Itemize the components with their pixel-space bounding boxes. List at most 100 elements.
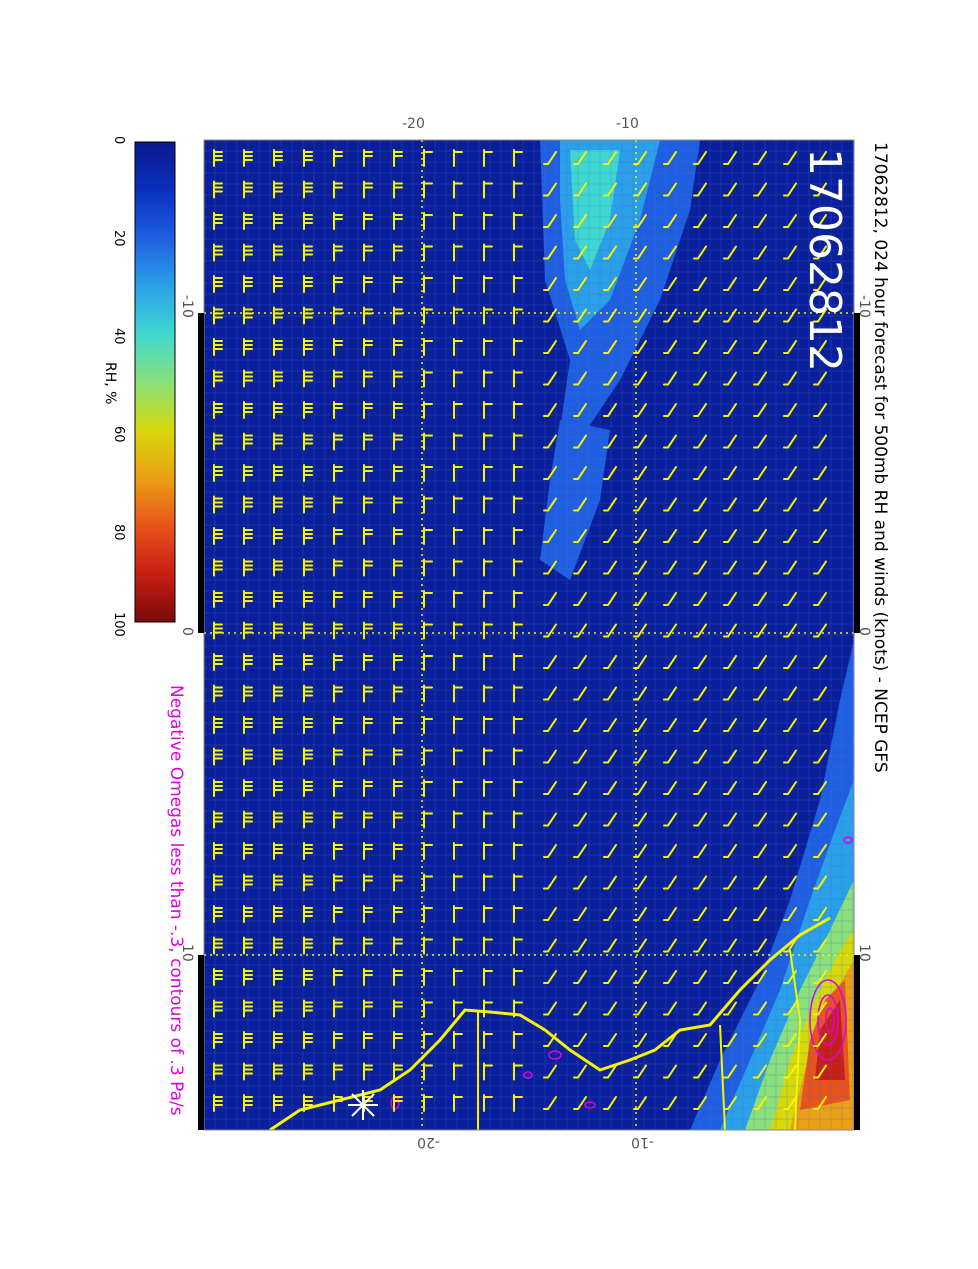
wind-barb — [303, 1094, 313, 1112]
wind-barb — [423, 432, 433, 451]
wind-barb — [393, 527, 403, 545]
wind-barb — [393, 212, 403, 230]
wind-barb — [213, 747, 223, 766]
wind-barb — [723, 686, 737, 701]
wind-barb — [513, 999, 523, 1018]
wind-barb — [213, 684, 223, 703]
wind-barb — [543, 371, 557, 386]
wind-barb — [633, 1064, 647, 1079]
wind-barb — [783, 781, 797, 795]
wind-barb — [693, 781, 707, 795]
wind-barb — [573, 529, 587, 543]
wind-barb — [393, 716, 403, 734]
wind-barb — [513, 369, 523, 388]
wind-barb — [633, 340, 647, 354]
wind-barb — [633, 686, 647, 701]
wind-barb — [513, 558, 523, 577]
wind-barb — [213, 401, 223, 419]
wind-barb — [753, 655, 767, 669]
wind-barb — [273, 275, 283, 293]
colorbar-tick-0: 0 — [111, 136, 126, 145]
wind-barb — [483, 275, 493, 293]
wind-barb — [483, 873, 493, 892]
wind-barb — [303, 842, 313, 860]
colorbar-tick-60: 60 — [111, 426, 126, 443]
wind-barb — [393, 149, 403, 167]
wind-barb — [663, 623, 677, 638]
wind-barb — [453, 936, 463, 955]
wind-barb — [513, 810, 523, 829]
wind-barb — [753, 529, 767, 543]
omega-contour-3 — [825, 1007, 835, 1033]
wind-barb — [663, 403, 677, 417]
wind-barb — [303, 873, 313, 892]
station-marker-icon — [348, 1090, 378, 1120]
wind-barb — [363, 873, 373, 892]
wind-barb — [783, 1064, 797, 1079]
wind-barb — [423, 1062, 433, 1081]
wind-barb — [723, 844, 737, 858]
map-frame — [203, 139, 855, 1131]
wind-barb — [333, 432, 343, 451]
wind-barb — [513, 149, 523, 167]
wind-barb — [573, 340, 587, 354]
wind-barb — [813, 151, 827, 165]
wind-barb — [363, 684, 373, 703]
wind-barb — [663, 308, 677, 323]
wind-barb — [783, 308, 797, 323]
wind-barb — [813, 182, 827, 197]
wind-barb — [333, 275, 343, 293]
wind-barb — [753, 214, 767, 228]
wind-barb — [333, 747, 343, 766]
wind-barb — [603, 970, 617, 984]
wind-barb — [813, 623, 827, 638]
wind-barb — [603, 844, 617, 858]
wind-barb — [753, 718, 767, 732]
wind-barb — [573, 245, 587, 260]
wind-barb — [813, 718, 827, 732]
omega-contours — [390, 836, 853, 1110]
wind-barb — [543, 844, 557, 858]
wind-barb — [273, 716, 283, 734]
colorbar-tick-80: 80 — [111, 524, 126, 541]
wind-barb — [633, 182, 647, 197]
wind-barb — [453, 212, 463, 230]
wind-barb — [273, 338, 283, 356]
wind-barb — [333, 243, 343, 262]
wind-barb — [663, 781, 677, 795]
wind-barb — [333, 212, 343, 230]
wind-barb — [273, 464, 283, 482]
wind-barb — [813, 1096, 827, 1110]
wind-barb — [243, 590, 253, 608]
wind-barb — [303, 684, 313, 703]
wind-barb — [453, 558, 463, 577]
wind-barb — [213, 243, 223, 262]
wind-barb — [483, 369, 493, 388]
wind-barb — [213, 495, 223, 514]
wind-barb — [603, 938, 617, 953]
wind-barb — [753, 182, 767, 197]
wind-barb — [543, 875, 557, 890]
wind-barb — [303, 180, 313, 199]
wind-barb — [213, 306, 223, 325]
wind-barb — [783, 655, 797, 669]
wind-barb — [363, 275, 373, 293]
wind-barb — [603, 623, 617, 638]
wind-barb — [213, 338, 223, 356]
wind-barb — [543, 214, 557, 228]
wind-barb — [213, 558, 223, 577]
wind-barb — [303, 936, 313, 955]
wind-barb — [813, 592, 827, 606]
wind-barb — [513, 905, 523, 923]
wind-barb — [363, 716, 373, 734]
wind-barb — [693, 403, 707, 417]
wind-barb — [453, 1031, 463, 1049]
wind-barb — [243, 558, 253, 577]
wind-barb — [573, 1001, 587, 1016]
wind-barb — [603, 182, 617, 197]
wind-barb — [723, 560, 737, 575]
wind-barb — [333, 149, 343, 167]
wind-barb — [303, 968, 313, 986]
wind-barb — [243, 779, 253, 797]
wind-barb — [483, 905, 493, 923]
